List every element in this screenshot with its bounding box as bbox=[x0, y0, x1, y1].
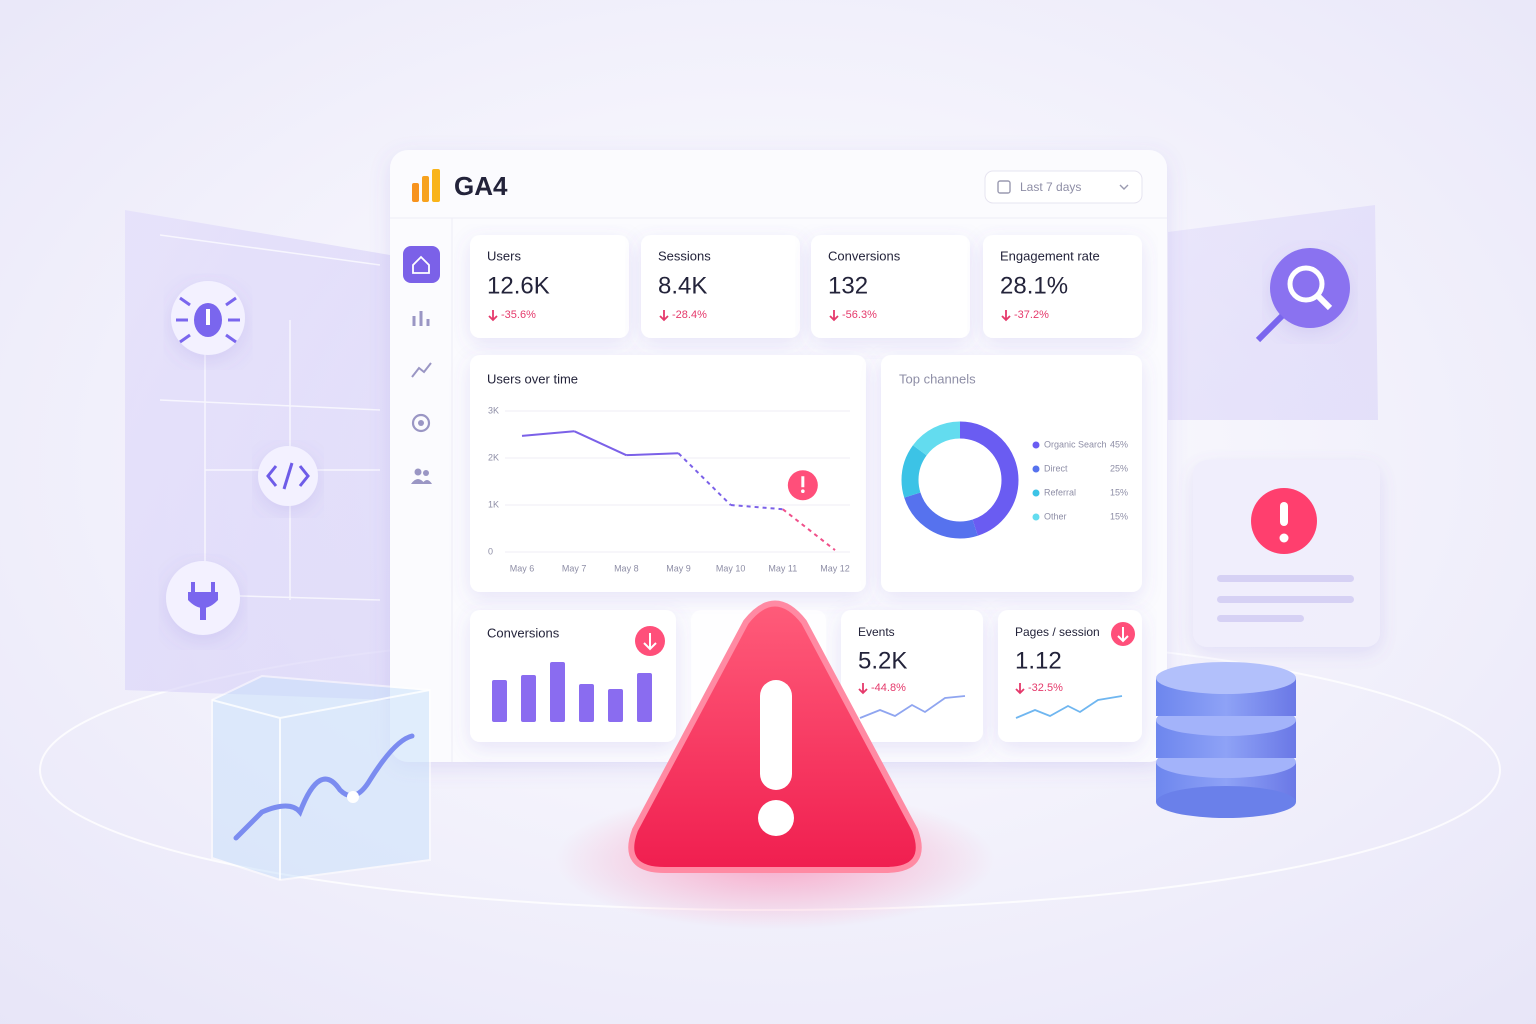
legend-value: 15% bbox=[1110, 487, 1128, 497]
users-card bbox=[470, 355, 866, 592]
legend-swatch bbox=[1032, 513, 1040, 521]
donut-segment bbox=[901, 421, 1019, 539]
alert-dot-mark bbox=[801, 476, 805, 488]
card-label: Events bbox=[858, 625, 895, 639]
app-title: GA4 bbox=[454, 171, 508, 201]
kpi-label: Sessions bbox=[658, 248, 711, 263]
bar bbox=[550, 662, 565, 722]
kpi-value: 28.1% bbox=[1000, 272, 1068, 299]
down-arrow bbox=[488, 310, 498, 322]
donut-segment bbox=[901, 421, 1019, 539]
kpi-change: -35.6% bbox=[501, 309, 536, 321]
sparkline bbox=[1015, 695, 1123, 719]
card-label: Pages / session bbox=[1015, 625, 1100, 639]
left-panel bbox=[125, 210, 390, 700]
chart-title: Conversions bbox=[487, 625, 560, 640]
bar bbox=[579, 684, 594, 722]
line-segment bbox=[782, 508, 836, 551]
kpi-row: Users 12.6K -35.6% Sessions 8.4K -28.4% Conver… bbox=[470, 235, 1142, 338]
card-value: 1.12 bbox=[1015, 647, 1062, 674]
legend-value: 25% bbox=[1110, 463, 1128, 473]
date-range[interactable]: Last 7 days bbox=[1020, 180, 1081, 194]
down-arrow bbox=[858, 683, 868, 695]
legend-swatch bbox=[1032, 441, 1040, 449]
nav-audience[interactable] bbox=[411, 468, 432, 485]
card-value: 5.2K bbox=[858, 647, 907, 674]
bar bbox=[608, 689, 623, 722]
nav-reports[interactable] bbox=[412, 311, 430, 326]
kpi-change: -37.2% bbox=[1014, 309, 1049, 321]
x-tick-label: May 12 bbox=[820, 563, 850, 573]
down-arrow bbox=[829, 310, 839, 322]
legend-swatch bbox=[1032, 489, 1040, 497]
chart-title: Top channels bbox=[899, 371, 976, 386]
nav-trends[interactable] bbox=[411, 362, 432, 378]
legend-label: Organic Search bbox=[1044, 439, 1107, 449]
kpi-change: -28.4% bbox=[672, 309, 707, 321]
nav-home[interactable] bbox=[403, 246, 440, 283]
y-tick-label: 3K bbox=[488, 405, 499, 415]
kpi-card bbox=[983, 235, 1142, 338]
card-change: -32.5% bbox=[1028, 682, 1063, 694]
down-arrow bbox=[1001, 310, 1011, 322]
kpi-value: 132 bbox=[828, 272, 868, 299]
charts: Events 5.2K -44.8% Pages / session 1.12 -32.5… bbox=[487, 371, 1128, 722]
kpi-change: -56.3% bbox=[842, 309, 877, 321]
x-tick-label: May 7 bbox=[562, 563, 587, 573]
kpi-label: Users bbox=[487, 248, 521, 263]
y-tick-label: 1K bbox=[488, 499, 499, 509]
kpi-label: Engagement rate bbox=[1000, 248, 1100, 263]
y-tick-label: 2K bbox=[488, 452, 499, 462]
kpi-value: 8.4K bbox=[658, 272, 707, 299]
line-segment bbox=[573, 430, 627, 457]
x-tick-label: May 10 bbox=[716, 563, 746, 573]
x-tick-label: May 8 bbox=[614, 563, 639, 573]
legend-label: Direct bbox=[1044, 463, 1068, 473]
legend-label: Referral bbox=[1044, 487, 1076, 497]
legend-label: Other bbox=[1044, 511, 1067, 521]
nav-goals[interactable] bbox=[411, 413, 431, 433]
database bbox=[1156, 662, 1296, 818]
sparkline bbox=[859, 695, 966, 719]
line-segment bbox=[626, 452, 679, 457]
bar bbox=[637, 673, 652, 722]
x-tick-label: May 9 bbox=[666, 563, 691, 573]
x-tick-label: May 11 bbox=[768, 563, 797, 573]
kpi-card bbox=[470, 235, 629, 338]
alert-dot-mark bbox=[801, 489, 805, 494]
kpi-label: Conversions bbox=[828, 248, 901, 263]
events-card bbox=[841, 610, 983, 742]
line-segment bbox=[521, 430, 575, 437]
dashboard: GA4 Last 7 days Users 12.6K -35.6% Sessions… bbox=[390, 150, 1167, 762]
bar bbox=[521, 675, 536, 722]
card-change: -44.8% bbox=[871, 682, 906, 694]
line-segment bbox=[730, 504, 783, 511]
down-arrow bbox=[1015, 683, 1025, 695]
y-tick-label: 0 bbox=[488, 546, 493, 556]
legend-value: 15% bbox=[1110, 511, 1128, 521]
right-panel bbox=[1168, 205, 1380, 647]
kpi-card bbox=[641, 235, 800, 338]
bar bbox=[492, 680, 507, 722]
kpi-value: 12.6K bbox=[487, 272, 550, 299]
warning-icon bbox=[555, 600, 995, 930]
chart-title: Users over time bbox=[487, 371, 578, 386]
legend-value: 45% bbox=[1110, 439, 1128, 449]
glass-cube bbox=[211, 674, 431, 882]
donut-segment bbox=[901, 421, 1019, 539]
kpi-card bbox=[811, 235, 970, 338]
pages-card bbox=[998, 610, 1142, 742]
date-picker[interactable] bbox=[984, 170, 1143, 204]
down-arrow bbox=[659, 310, 669, 322]
x-tick-label: May 6 bbox=[510, 563, 535, 573]
legend-swatch bbox=[1032, 465, 1040, 473]
